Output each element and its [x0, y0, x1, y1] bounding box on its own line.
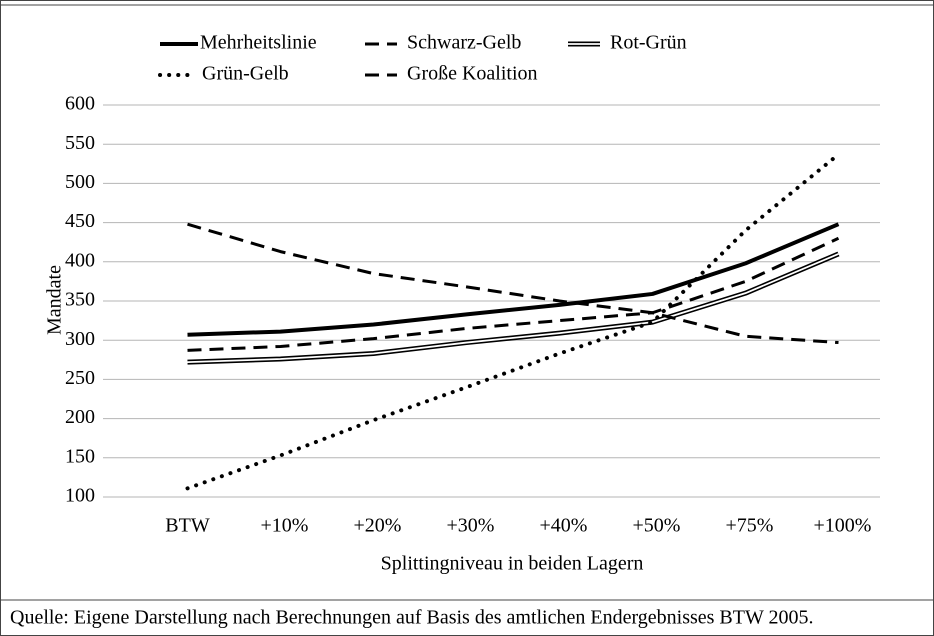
y-tick-label: 600 — [65, 93, 95, 115]
y-tick-label: 300 — [65, 328, 95, 350]
y-tick-label: 550 — [65, 132, 95, 154]
y-tick-label: 250 — [65, 367, 95, 389]
series-line-inner — [187, 253, 839, 364]
legend-label: Rot-Grün — [610, 32, 687, 54]
y-tick-label: 400 — [65, 249, 95, 271]
x-tick-label: BTW — [165, 515, 210, 537]
source-note: Quelle: Eigene Darstellung nach Berechnu… — [10, 607, 814, 629]
series-line — [187, 222, 840, 337]
series-line — [187, 222, 839, 345]
y-tick-label: 100 — [65, 485, 95, 507]
y-tick-label: 200 — [65, 406, 95, 428]
x-tick-label: +75% — [726, 515, 774, 537]
y-axis-label: Mandate — [44, 265, 66, 335]
legend-label: Mehrheitslinie — [200, 32, 317, 54]
series-line — [185, 152, 841, 491]
x-tick-label: +20% — [354, 515, 402, 537]
y-tick-label: 150 — [65, 445, 95, 467]
y-tick-label: 450 — [65, 210, 95, 232]
y-tick-label: 350 — [65, 289, 95, 311]
x-tick-label: +10% — [261, 515, 309, 537]
x-axis-label: Splittingniveau in beiden Lagern — [381, 553, 644, 575]
x-tick-label: +50% — [633, 515, 681, 537]
y-tick-label: 500 — [65, 171, 95, 193]
x-tick-label: +30% — [447, 515, 495, 537]
legend-label: Große Koalition — [407, 63, 538, 85]
legend-label: Schwarz-Gelb — [407, 32, 521, 54]
x-tick-label: +100% — [814, 515, 872, 537]
legend-label: Grün-Gelb — [202, 63, 289, 85]
x-tick-label: +40% — [540, 515, 588, 537]
